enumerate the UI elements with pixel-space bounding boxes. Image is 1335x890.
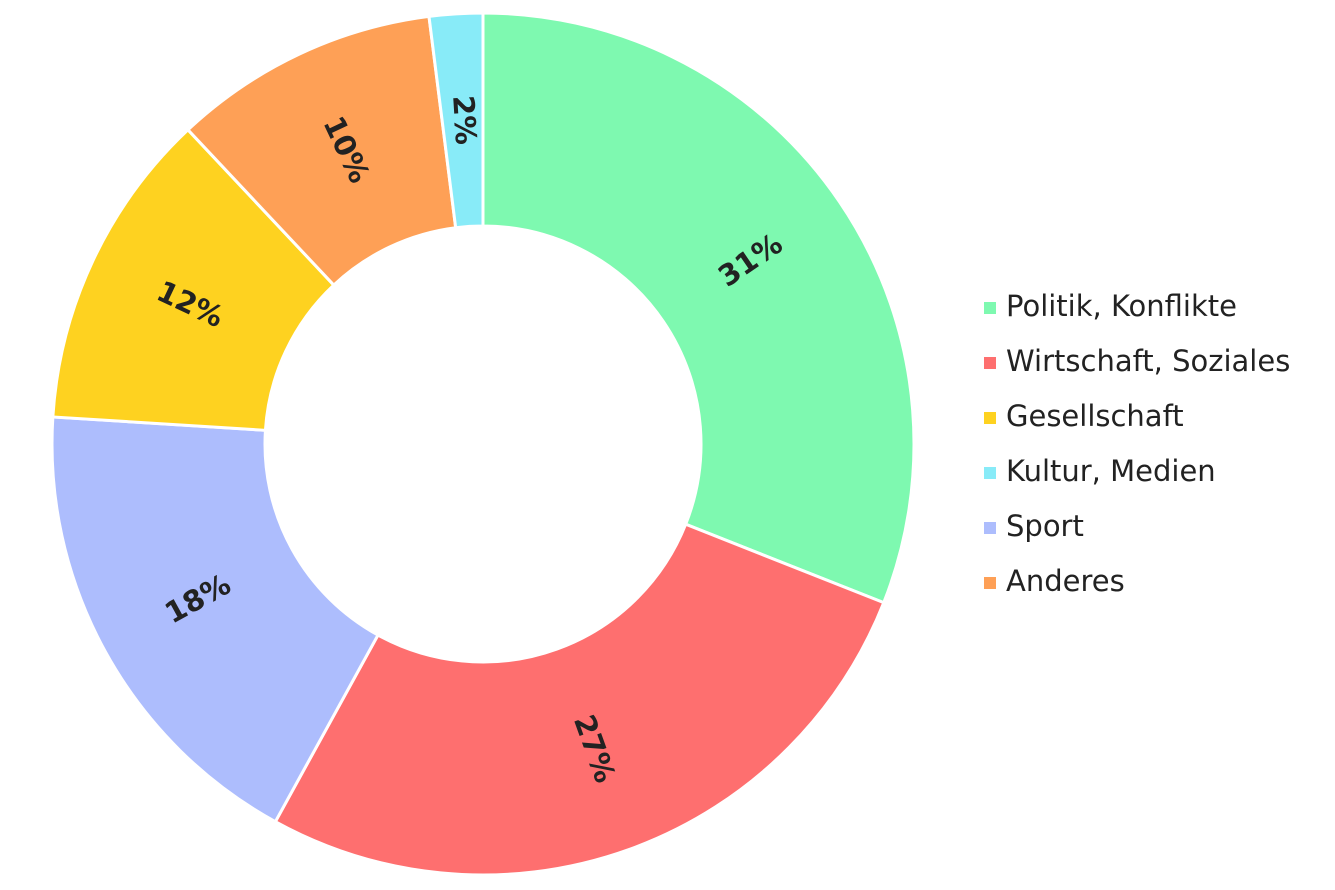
legend-label: Wirtschaft, Soziales xyxy=(1006,344,1290,378)
slice xyxy=(427,11,485,230)
value-label: 2% xyxy=(446,94,483,145)
legend-label: Anderes xyxy=(1006,564,1125,598)
legend-label: Politik, Konflikte xyxy=(1006,289,1237,323)
legend-swatch xyxy=(984,467,996,479)
slice xyxy=(273,522,886,877)
legend-swatch xyxy=(984,412,996,424)
slice xyxy=(50,415,381,824)
legend-swatch xyxy=(984,302,996,314)
legend-swatch xyxy=(984,357,996,369)
legend-label: Gesellschaft xyxy=(1006,399,1184,433)
legend-label: Kultur, Medien xyxy=(1006,454,1216,488)
slice xyxy=(51,127,336,432)
slice xyxy=(481,11,916,605)
legend-label: Sport xyxy=(1006,509,1084,543)
legend-swatch xyxy=(984,522,996,534)
legend-swatch xyxy=(984,577,996,589)
